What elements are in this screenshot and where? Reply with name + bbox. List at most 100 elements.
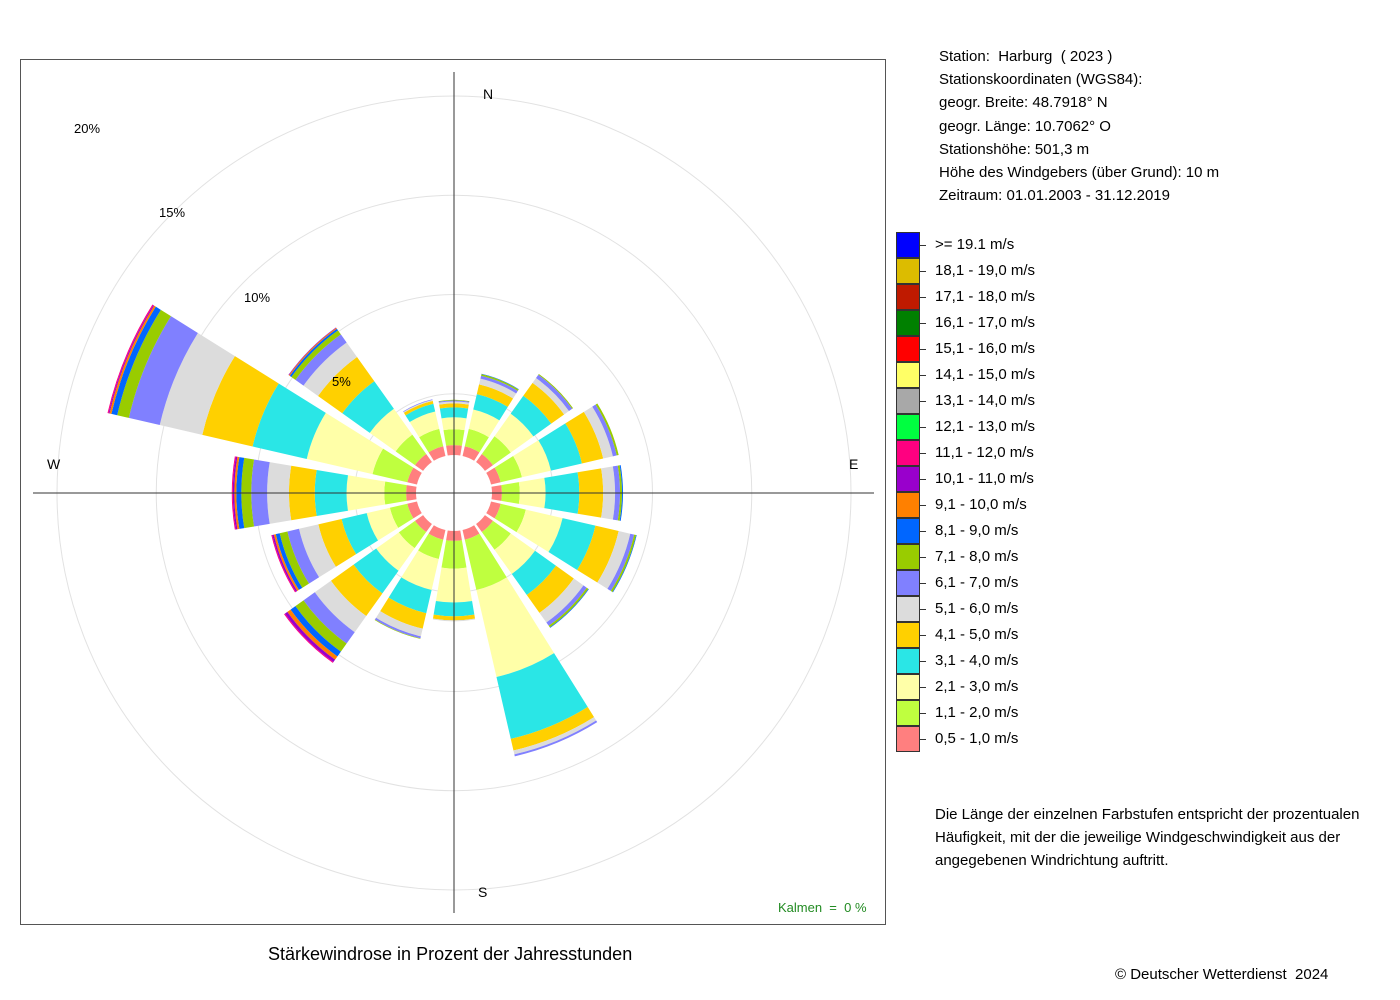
sector-sw-speed-class-7: [303, 592, 355, 644]
legend-swatch: [896, 310, 920, 336]
sector-ne: [476, 373, 574, 471]
sector-se-speed-class-4: [511, 550, 557, 596]
sector-ssw-speed-class-4: [388, 577, 432, 614]
legend-tick: [920, 479, 926, 480]
legend-swatch: [896, 726, 920, 752]
legend-label: 8,1 - 9,0 m/s: [935, 522, 1019, 539]
legend-item: 3,1 - 4,0 m/s: [896, 648, 1096, 674]
sector-nne-speed-class-6: [479, 378, 517, 399]
sector-se-speed-class-1: [476, 515, 494, 533]
sector-nw-speed-class-7: [295, 334, 347, 386]
compass-label-south: S: [478, 884, 487, 900]
sector-se-speed-class-2: [481, 520, 511, 550]
legend-tick: [920, 245, 926, 246]
sector-sse-speed-class-4: [496, 653, 588, 739]
sector-nnw-speed-class-4: [405, 403, 436, 423]
sector-sse-speed-class-6: [513, 717, 597, 755]
sector-sw-speed-class-4: [353, 548, 399, 594]
sector-ene: [486, 403, 619, 485]
sector-nne-speed-class-7: [480, 375, 518, 394]
sector-nnw-speed-class-5: [403, 400, 434, 416]
station-name: Station: Harburg ( 2023 ): [939, 48, 1113, 65]
sector-ne-speed-class-3: [494, 413, 534, 453]
legend-swatch: [896, 622, 920, 648]
legend-swatch: [896, 258, 920, 284]
legend-swatch: [896, 570, 920, 596]
sector-ese: [486, 501, 637, 593]
chart-title: Stärkewindrose in Prozent der Jahresstun…: [268, 944, 633, 964]
legend-swatch: [896, 596, 920, 622]
legend-swatch: [896, 466, 920, 492]
sector-nw-speed-class-4: [342, 381, 394, 433]
sector-ese-speed-class-8: [610, 534, 637, 593]
legend-item: 6,1 - 7,0 m/s: [896, 570, 1096, 596]
sector-nne-speed-class-5: [476, 384, 514, 407]
legend-label: 11,1 - 12,0 m/s: [935, 444, 1034, 461]
sector-ene-speed-class-6: [583, 406, 613, 459]
sector-sw-speed-class-5: [330, 564, 383, 617]
sector-wsw-speed-class-6: [298, 524, 336, 578]
legend-item: 17,1 - 18,0 m/s: [896, 284, 1096, 310]
sector-w-speed-class-10: [234, 456, 240, 530]
legend-tick: [920, 661, 926, 662]
sector-sw-speed-class-2: [398, 520, 427, 549]
legend-item: 10,1 - 11,0 m/s: [896, 466, 1096, 492]
legend-label: 17,1 - 18,0 m/s: [935, 288, 1036, 305]
sector-nw: [288, 327, 432, 471]
sector-wnw-speed-class-8: [117, 309, 171, 418]
station-altitude: Stationshöhe: 501,3 m: [939, 140, 1090, 158]
time-period: Zeitraum: 01.01.2003 - 31.12.2019: [939, 187, 1170, 205]
compass-label-west: W: [47, 456, 61, 472]
legend-explanation-note: Die Länge der einzelnen Farbstufen entsp…: [935, 806, 1360, 870]
sector-nnw-speed-class-2: [419, 428, 444, 453]
sector-sw-speed-class-8: [295, 600, 347, 652]
sector-wnw-speed-class-9: [111, 306, 161, 416]
sector-nw-speed-class-9: [289, 328, 338, 377]
axis-layer: [33, 72, 874, 913]
sector-se-speed-class-6: [539, 578, 584, 623]
sector-sw-speed-class-1: [414, 515, 432, 533]
sector-sse-speed-class-2: [464, 533, 507, 590]
legend-tick: [920, 375, 926, 376]
legend-tick: [920, 427, 926, 428]
sector-wnw: [107, 304, 422, 485]
sector-w-speed-class-11: [232, 456, 238, 530]
legend-item: 14,1 - 15,0 m/s: [896, 362, 1096, 388]
legend-tick: [920, 401, 926, 402]
label-layer: N E S W 5% 10% 15% 20%: [47, 86, 858, 900]
ring-label-10: 10%: [244, 290, 270, 305]
sector-nnw: [403, 399, 446, 461]
legend-item: 4,1 - 5,0 m/s: [896, 622, 1096, 648]
sector-ene-speed-class-5: [565, 411, 604, 464]
legend-tick: [920, 713, 926, 714]
sector-sw-speed-class-3: [376, 532, 415, 571]
legend-label: 6,1 - 7,0 m/s: [935, 574, 1019, 591]
sector-ssw-speed-class-2: [418, 533, 444, 560]
legend-item: 18,1 - 19,0 m/s: [896, 258, 1096, 284]
legend-item: 8,1 - 9,0 m/s: [896, 518, 1096, 544]
legend-label: 5,1 - 6,0 m/s: [935, 600, 1019, 617]
sector-nnw-speed-class-1: [428, 446, 446, 461]
sector-sw-speed-class-11: [284, 611, 336, 663]
legend-label: 4,1 - 5,0 m/s: [935, 626, 1019, 643]
sector-wsw: [271, 501, 422, 593]
sector-wsw-speed-class-1: [407, 501, 422, 519]
legend-label: 0,5 - 1,0 m/s: [935, 730, 1019, 747]
station-latitude: geogr. Breite: 48.7918° N: [939, 94, 1108, 112]
sector-ne-speed-class-4: [510, 395, 552, 437]
legend-tick: [920, 635, 926, 636]
sector-wsw-speed-class-5: [318, 518, 357, 567]
legend-label: 13,1 - 14,0 m/s: [935, 392, 1036, 409]
sector-wsw-speed-class-9: [275, 533, 303, 590]
sector-ene-speed-class-8: [595, 403, 619, 456]
legend-tick: [920, 349, 926, 350]
sector-ne-speed-class-7: [536, 374, 573, 411]
sector-se: [476, 515, 589, 628]
legend-tick: [920, 297, 926, 298]
legend-item: 16,1 - 17,0 m/s: [896, 310, 1096, 336]
sector-n-speed-class-7: [438, 400, 470, 403]
sector-ese-speed-class-6: [597, 531, 631, 589]
legend-tick: [920, 583, 926, 584]
sector-e-speed-class-8: [617, 465, 623, 521]
sector-nnw-speed-class-6: [403, 399, 433, 413]
